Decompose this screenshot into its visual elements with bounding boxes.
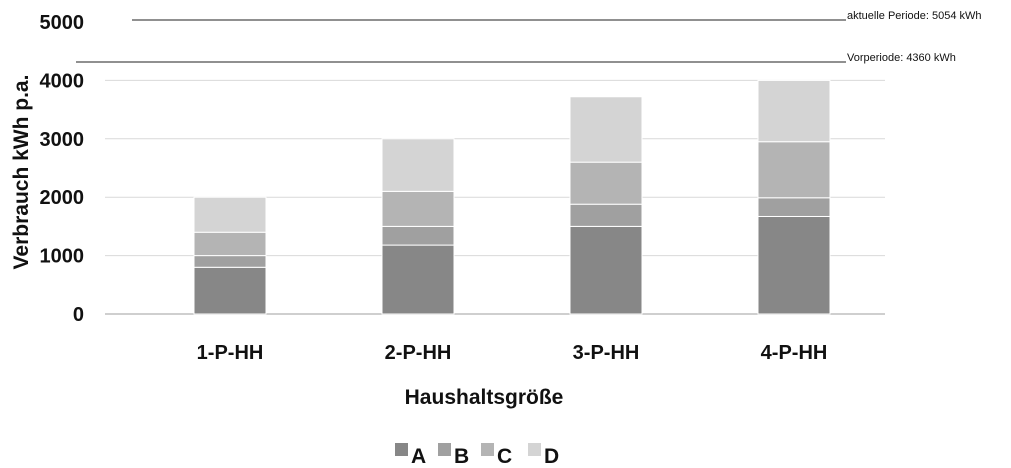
legend-swatch <box>395 443 408 456</box>
bar-segment <box>381 190 455 227</box>
bar-segment <box>569 96 643 163</box>
bar-segment <box>757 141 831 199</box>
legend-label: C <box>497 445 512 468</box>
y-tick-label: 1000 <box>40 246 85 268</box>
bar-segment <box>381 244 455 315</box>
y-tick-label: 0 <box>73 304 84 326</box>
legend: A B C D <box>395 443 559 468</box>
x-axis-ticks: 1-P-HH 2-P-HH 3-P-HH 4-P-HH <box>197 342 828 364</box>
bar-segment <box>569 161 643 205</box>
x-axis-title: Haushaltsgröße <box>405 386 564 409</box>
bar-segment <box>569 225 643 315</box>
legend-label: D <box>544 445 559 468</box>
bar-segment <box>569 203 643 227</box>
reference-line-label: Vorperiode: 4360 kWh <box>847 52 956 64</box>
bar-segment <box>381 225 455 246</box>
y-tick-label: 4000 <box>40 70 85 92</box>
y-tick-label: 3000 <box>40 129 85 151</box>
y-tick-label: 5000 <box>40 12 85 34</box>
legend-label: B <box>454 445 469 468</box>
legend-swatch <box>528 443 541 456</box>
bar-segment <box>193 266 267 315</box>
bar-segment <box>757 79 831 143</box>
bar-segment <box>757 215 831 315</box>
x-tick-label: 1-P-HH <box>197 342 264 364</box>
y-tick-label: 2000 <box>40 187 85 209</box>
y-axis-title: Verbrauch kWh p.a. <box>10 75 33 270</box>
x-tick-label: 2-P-HH <box>385 342 452 364</box>
legend-swatch <box>481 443 494 456</box>
x-tick-label: 4-P-HH <box>761 342 828 364</box>
reference-line-label: aktuelle Periode: 5054 kWh <box>847 10 982 22</box>
legend-label: A <box>411 445 426 468</box>
reference-lines: aktuelle Periode: 5054 kWh Vorperiode: 43… <box>76 10 982 64</box>
x-tick-label: 3-P-HH <box>573 342 640 364</box>
y-axis-ticks: 0 1000 2000 3000 4000 5000 <box>40 12 85 326</box>
bar-segment <box>193 255 267 268</box>
bars <box>193 79 831 315</box>
bar-segment <box>193 196 267 233</box>
bar-segment <box>381 138 455 192</box>
legend-swatch <box>438 443 451 456</box>
bar-segment <box>757 197 831 217</box>
bar-segment <box>193 231 267 257</box>
